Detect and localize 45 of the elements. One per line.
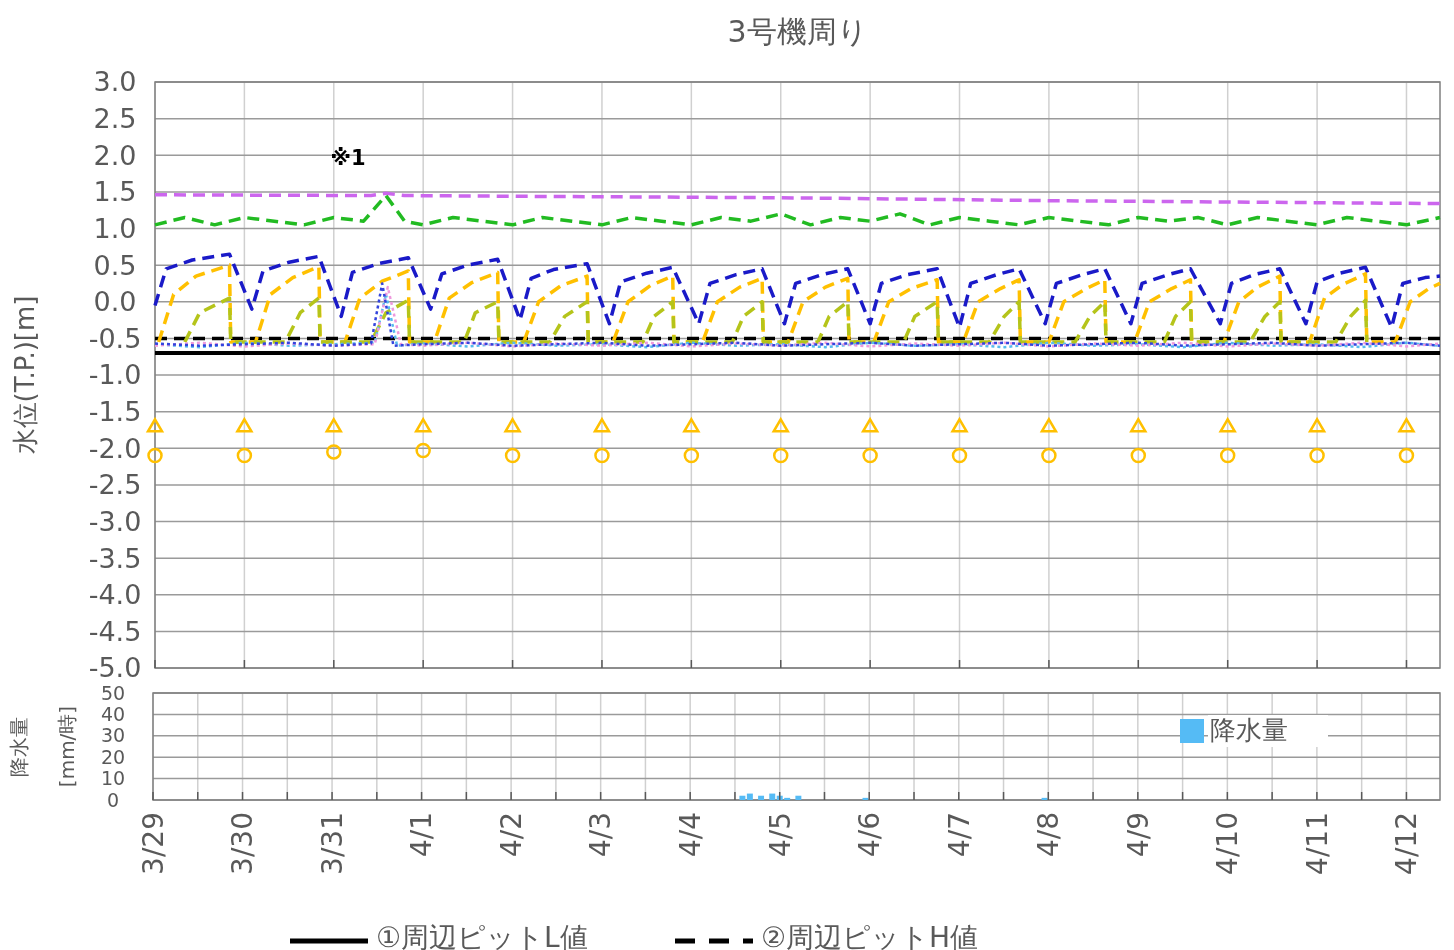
y-tick-label: 40: [100, 703, 126, 726]
legend-label: 降水量: [1210, 715, 1288, 745]
annotation: ※1: [330, 146, 366, 171]
y-tick-label: 1.5: [93, 176, 137, 208]
y-tick-label: 0.5: [93, 249, 137, 281]
chart-title: 3号機周り: [727, 14, 868, 49]
x-tick-label: 4/11: [1300, 812, 1334, 875]
y-tick-label: 0.0: [93, 286, 137, 318]
x-tick-label: 4/4: [673, 812, 707, 858]
y-tick-label: -4.5: [88, 615, 142, 647]
y-tick-label: 3.0: [93, 66, 137, 98]
y-tick-label: 2.5: [93, 103, 137, 135]
y-tick-label: -4.0: [88, 579, 142, 611]
y-tick-label: 0: [106, 788, 120, 811]
x-tick-label: 4/3: [584, 812, 618, 858]
x-tick-label: 4/5: [763, 812, 797, 858]
y-tick-label: -2.5: [88, 469, 142, 501]
x-tick-label: 3/31: [315, 812, 349, 875]
y-tick-label: -5.0: [88, 652, 142, 684]
legend-label: ①周辺ピットL値: [376, 921, 588, 950]
y-tick-label: -2.0: [88, 432, 142, 464]
y-tick-label: -3.5: [88, 542, 142, 574]
x-tick-label: 4/10: [1211, 812, 1245, 875]
x-tick-label: 4/6: [853, 812, 887, 858]
y-tick-label: -0.5: [88, 322, 142, 354]
x-tick-label: 3/29: [136, 812, 170, 875]
x-tick-label: 4/12: [1390, 812, 1424, 875]
y-tick-label: 1.0: [93, 212, 137, 244]
x-tick-label: 3/30: [226, 812, 260, 875]
x-tick-label: 4/1: [405, 812, 439, 858]
y-tick-label: 30: [100, 724, 126, 747]
y-tick-label: 10: [100, 767, 126, 790]
y-tick-label: -3.0: [88, 505, 142, 537]
y-tick-label: 20: [100, 745, 126, 768]
y-tick-label: 50: [100, 681, 126, 704]
x-tick-label: 4/2: [494, 812, 528, 858]
y-axis-title: 水位(T.P.)[m]: [10, 295, 40, 455]
y-tick-label: 2.0: [93, 139, 137, 171]
x-tick-label: 4/7: [942, 812, 976, 858]
text: 降水量 [mm/時]: [7, 705, 79, 788]
x-tick-label: 4/8: [1032, 812, 1066, 858]
y-tick-label: -1.0: [88, 359, 142, 391]
legend-label: ②周辺ピットH値: [761, 921, 979, 950]
x-tick-label: 4/9: [1121, 812, 1155, 858]
y-tick-label: -1.5: [88, 396, 142, 428]
